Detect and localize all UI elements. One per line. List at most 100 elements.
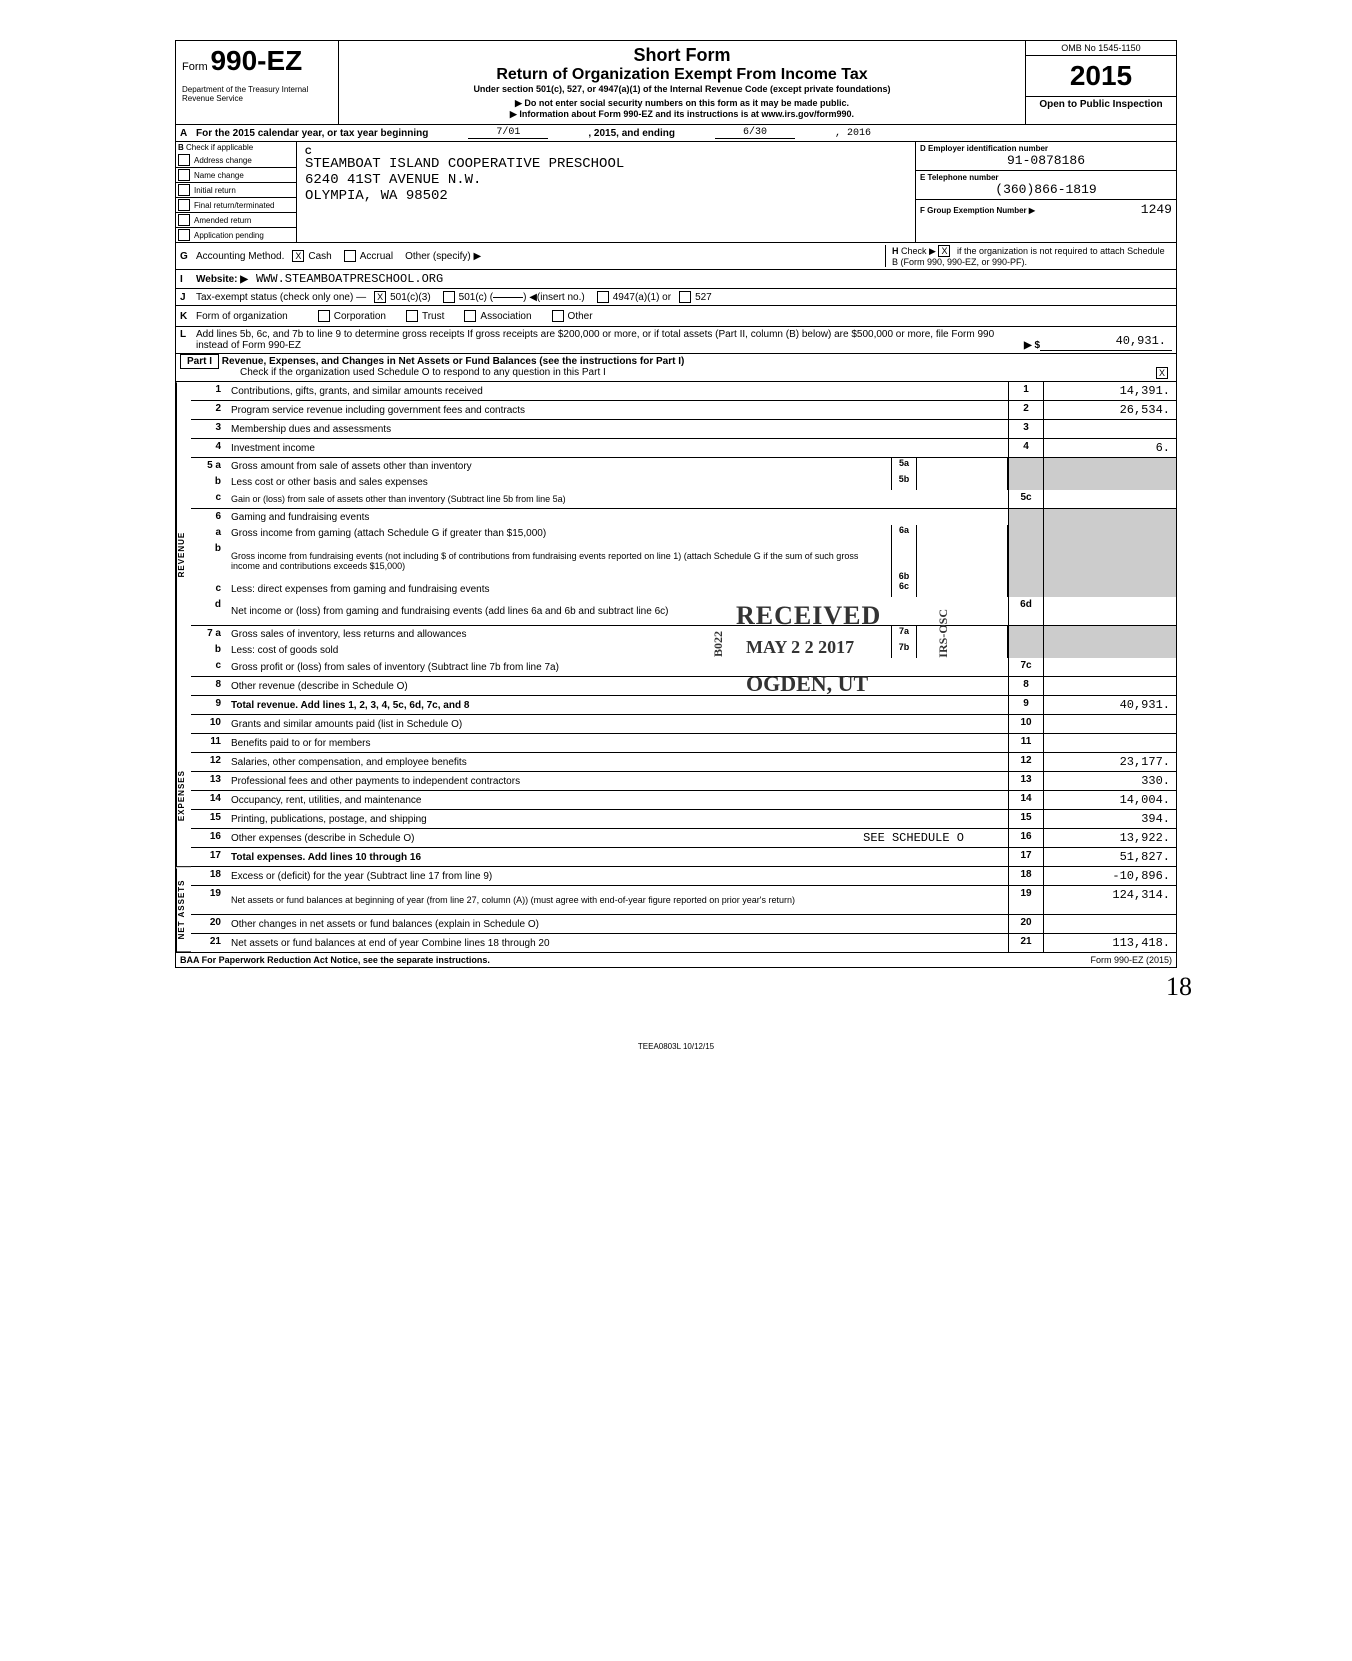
- col-c: C STEAMBOAT ISLAND COOPERATIVE PRESCHOOL…: [297, 142, 916, 242]
- tax-year-end: 6/30: [715, 127, 795, 139]
- gross-receipts: 40,931.: [1040, 332, 1172, 351]
- check-schedule-o-part1[interactable]: X: [1156, 367, 1168, 379]
- title-box: Short Form Return of Organization Exempt…: [339, 41, 1025, 124]
- org-name: STEAMBOAT ISLAND COOPERATIVE PRESCHOOL: [305, 156, 907, 172]
- line-7b: bLess: cost of goods sold7b: [191, 642, 1176, 658]
- footer: BAA For Paperwork Reduction Act Notice, …: [176, 952, 1176, 967]
- info-url: ▶ Information about Form 990-EZ and its …: [347, 109, 1017, 120]
- check-association[interactable]: [464, 310, 476, 322]
- line-15: 15Printing, publications, postage, and s…: [191, 810, 1176, 829]
- line-7a: 7 aGross sales of inventory, less return…: [191, 626, 1176, 642]
- part1-body: REVENUE EXPENSES NET ASSETS 1Contributio…: [176, 382, 1176, 952]
- line-l-arrow: ▶ $: [1024, 340, 1040, 351]
- baa-notice: BAA For Paperwork Reduction Act Notice, …: [180, 955, 490, 965]
- check-application-pending[interactable]: Application pending: [176, 228, 296, 242]
- line-a-mid: , 2015, and ending: [588, 128, 675, 139]
- line-20: 20Other changes in net assets or fund ba…: [191, 915, 1176, 934]
- line-7c: cGross profit or (loss) from sales of in…: [191, 658, 1176, 677]
- check-501c[interactable]: [443, 291, 455, 303]
- year-box: OMB No 1545-1150 2015 Open to Public Ins…: [1025, 41, 1176, 124]
- form-label: Form: [182, 61, 208, 73]
- row-l: L Add lines 5b, 6c, and 7b to line 9 to …: [176, 327, 1176, 354]
- check-other-org[interactable]: [552, 310, 564, 322]
- 501c3-label: 501(c)(3): [390, 292, 431, 303]
- check-final-return[interactable]: Final return/terminated: [176, 198, 296, 213]
- line-5c: cGain or (loss) from sale of assets othe…: [191, 490, 1176, 509]
- org-addr1: 6240 41ST AVENUE N.W.: [305, 172, 907, 188]
- tax-exempt-label: Tax-exempt status (check only one) —: [196, 292, 366, 303]
- ein: 91-0878186: [920, 153, 1172, 168]
- check-initial-return[interactable]: Initial return: [176, 183, 296, 198]
- see-schedule-o: SEE SCHEDULE O: [863, 831, 964, 845]
- part1-sub: Check if the organization used Schedule …: [240, 367, 1156, 379]
- form-990ez: Form 990-EZ Department of the Treasury I…: [175, 40, 1177, 968]
- website-label: Website: ▶: [196, 274, 248, 285]
- line-6d: dNet income or (loss) from gaming and fu…: [191, 597, 1176, 626]
- section-bcdef: B Check if applicable Address change Nam…: [176, 142, 1176, 243]
- line-6: 6Gaming and fundraising events: [191, 509, 1176, 525]
- check-address-change[interactable]: Address change: [176, 153, 296, 168]
- check-527[interactable]: [679, 291, 691, 303]
- form-number: 990-EZ: [210, 45, 302, 76]
- col-b: B Check if applicable Address change Nam…: [176, 142, 297, 242]
- check-4947a1[interactable]: [597, 291, 609, 303]
- row-g-h: G Accounting Method. X Cash Accrual Othe…: [176, 243, 1176, 270]
- line-3: 3Membership dues and assessments3: [191, 420, 1176, 439]
- row-i: I Website: ▶ WWW.STEAMBOATPRESCHOOL.ORG: [176, 270, 1176, 289]
- line-6b: bGross income from fundraising events (n…: [191, 541, 1176, 581]
- warning-ssn: ▶ Do not enter social security numbers o…: [347, 98, 1017, 109]
- sidebar-revenue: REVENUE: [176, 382, 191, 726]
- line-1: 1Contributions, gifts, grants, and simil…: [191, 382, 1176, 401]
- 527-label: 527: [695, 292, 712, 303]
- check-501c3[interactable]: X: [374, 291, 386, 303]
- accounting-method-label: Accounting Method.: [196, 251, 284, 262]
- letter-l: L: [180, 329, 196, 351]
- phone: (360)866-1819: [920, 182, 1172, 197]
- line-13: 13Professional fees and other payments t…: [191, 772, 1176, 791]
- 4947a1-label: 4947(a)(1) or: [613, 292, 671, 303]
- line-19: 19Net assets or fund balances at beginni…: [191, 886, 1176, 915]
- line-17: 17Total expenses. Add lines 10 through 1…: [191, 848, 1176, 867]
- line-8: 8Other revenue (describe in Schedule O)8: [191, 677, 1176, 696]
- row-k: K Form of organization Corporation Trust…: [176, 306, 1176, 327]
- check-corporation[interactable]: [318, 310, 330, 322]
- check-accrual[interactable]: [344, 250, 356, 262]
- box-e: E Telephone number (360)866-1819: [916, 171, 1176, 200]
- tax-year-begin: 7/01: [468, 127, 548, 139]
- part1-header: Part I Revenue, Expenses, and Changes in…: [176, 354, 1176, 382]
- cash-label: Cash: [308, 251, 331, 262]
- check-schedule-b[interactable]: X: [938, 245, 950, 257]
- form-ref: Form 990-EZ (2015): [1090, 955, 1172, 965]
- website-url: WWW.STEAMBOATPRESCHOOL.ORG: [256, 272, 443, 286]
- col-def: D Employer identification number 91-0878…: [916, 142, 1176, 242]
- insert-no-label: ) ◀(insert no.): [523, 292, 585, 303]
- group-exemption-number: 1249: [1141, 202, 1172, 217]
- letter-g: G: [180, 251, 196, 262]
- letter-k: K: [180, 311, 196, 322]
- footer-teea: TEEA0803L 10/12/15: [40, 1042, 1312, 1051]
- other-specify-label: Other (specify) ▶: [405, 251, 481, 262]
- line-2: 2Program service revenue including gover…: [191, 401, 1176, 420]
- check-trust[interactable]: [406, 310, 418, 322]
- row-j: J Tax-exempt status (check only one) — X…: [176, 289, 1176, 306]
- line-6a: aGross income from gaming (attach Schedu…: [191, 525, 1176, 541]
- check-name-change[interactable]: Name change: [176, 168, 296, 183]
- box-e-label: E Telephone number: [920, 173, 1172, 182]
- box-f-label: F Group Exemption Number ▶: [920, 206, 1141, 215]
- open-to-public: Open to Public Inspection: [1026, 97, 1176, 112]
- letter-a: A: [180, 128, 196, 139]
- line-5a: 5 aGross amount from sale of assets othe…: [191, 458, 1176, 474]
- line-12: 12Salaries, other compensation, and empl…: [191, 753, 1176, 772]
- header-row: Form 990-EZ Department of the Treasury I…: [176, 41, 1176, 125]
- part1-title: Revenue, Expenses, and Changes in Net As…: [222, 356, 685, 367]
- check-amended-return[interactable]: Amended return: [176, 213, 296, 228]
- box-b-title: Check if applicable: [186, 143, 253, 152]
- check-cash[interactable]: X: [292, 250, 304, 262]
- box-f: F Group Exemption Number ▶ 1249: [916, 200, 1176, 219]
- tax-year-endyear: , 2016: [835, 128, 871, 139]
- line-6c: cLess: direct expenses from gaming and f…: [191, 581, 1176, 597]
- letter-j: J: [180, 292, 196, 303]
- line-9: 9Total revenue. Add lines 1, 2, 3, 4, 5c…: [191, 696, 1176, 715]
- title-short: Short Form: [347, 45, 1017, 66]
- line-5b: bLess cost or other basis and sales expe…: [191, 474, 1176, 490]
